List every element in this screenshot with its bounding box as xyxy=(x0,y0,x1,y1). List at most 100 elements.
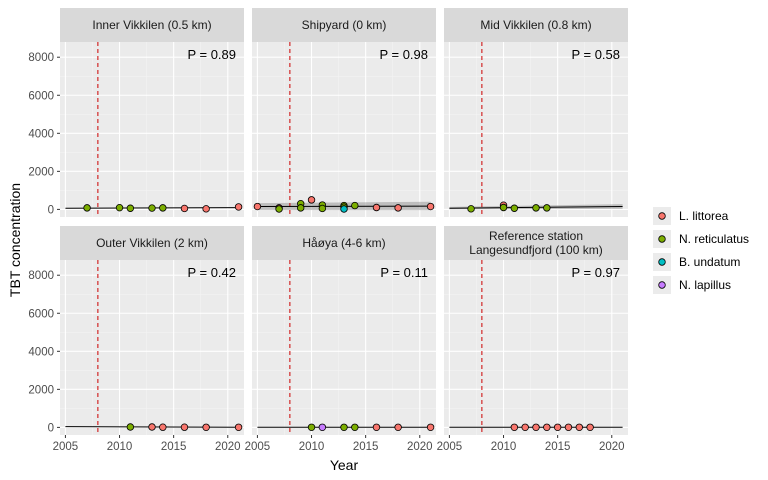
x-tick-label: 2015 xyxy=(353,441,379,453)
legend: L. littorea N. reticulatus B. undatum N. la… xyxy=(651,202,761,298)
data-point xyxy=(253,202,262,211)
data-point xyxy=(510,423,519,431)
legend-label: N. reticulatus xyxy=(679,232,749,246)
y-tick-label: 2000 xyxy=(28,384,54,396)
data-point xyxy=(297,204,305,212)
data-point xyxy=(318,423,327,431)
data-point xyxy=(532,204,540,212)
legend-key xyxy=(658,281,666,289)
panel-background xyxy=(60,42,244,217)
panel-background xyxy=(444,260,628,435)
data-point xyxy=(202,205,210,213)
data-point xyxy=(307,196,316,204)
panel-strip xyxy=(60,226,244,260)
p-value-label: P = 0.11 xyxy=(380,265,428,280)
data-point xyxy=(148,423,156,431)
data-point xyxy=(564,423,573,431)
panel-title: Outer Vikkilen (2 km) xyxy=(96,236,208,250)
data-point xyxy=(394,204,402,212)
data-point xyxy=(234,423,243,431)
p-value-label: P = 0.89 xyxy=(187,47,236,62)
data-point xyxy=(351,201,359,210)
p-value-label: P = 0.58 xyxy=(571,47,620,62)
x-tick-label: 2015 xyxy=(545,441,571,453)
facet-panel: Outer Vikkilen (2 km) P = 0.42 0 2000 4000 60… xyxy=(28,226,244,453)
panel-strip xyxy=(444,226,628,260)
x-tick-label: 2010 xyxy=(107,441,133,453)
p-value-label: P = 0.97 xyxy=(571,265,620,280)
x-tick-label: 2020 xyxy=(599,441,625,453)
data-point xyxy=(426,202,435,211)
data-point xyxy=(318,204,327,213)
facet-panel: Håøya (4-6 km) P = 0.11 2005 2010 2015 2020 xyxy=(245,226,436,453)
y-tick-label: 4000 xyxy=(28,346,54,358)
p-value-label: P = 0.98 xyxy=(379,47,428,62)
data-point xyxy=(521,423,529,431)
data-point xyxy=(575,423,583,431)
panel-strip xyxy=(444,8,628,42)
y-tick-label: 0 xyxy=(48,204,54,216)
x-tick-label: 2005 xyxy=(437,441,463,453)
legend-label: N. lapillus xyxy=(679,278,731,292)
data-point xyxy=(126,423,135,431)
panel-title: Mid Vikkilen (0.8 km) xyxy=(480,18,591,32)
data-point xyxy=(126,204,135,212)
legend-key xyxy=(658,235,666,243)
data-point xyxy=(180,204,189,213)
data-point xyxy=(307,423,316,431)
panel-background xyxy=(252,260,436,435)
y-tick-label: 6000 xyxy=(28,308,54,320)
y-axis-title: TBT concentration xyxy=(7,183,23,297)
panel-title: Shipyard (0 km) xyxy=(302,18,387,32)
data-point xyxy=(394,423,402,431)
panel-strip xyxy=(60,8,244,42)
panel-title: Håøya (4-6 km) xyxy=(302,236,385,250)
data-point xyxy=(426,423,435,431)
legend-key xyxy=(658,212,666,220)
panel-strip xyxy=(252,226,436,260)
y-tick-label: 6000 xyxy=(28,90,54,102)
y-tick-label: 2000 xyxy=(28,166,54,178)
x-axis-title: Year xyxy=(330,457,359,473)
panel-strip xyxy=(252,8,436,42)
x-tick-label: 2005 xyxy=(53,441,79,453)
x-tick-label: 2010 xyxy=(299,441,325,453)
data-point xyxy=(499,203,508,212)
data-point xyxy=(372,203,381,212)
x-tick-label: 2005 xyxy=(245,441,271,453)
facet-panel: Shipyard (0 km) P = 0.98 xyxy=(252,8,436,217)
data-point xyxy=(275,205,283,213)
data-point xyxy=(340,423,348,431)
data-point xyxy=(553,423,562,431)
data-point xyxy=(543,423,551,431)
y-tick-label: 0 xyxy=(48,422,54,434)
data-point xyxy=(83,204,91,212)
data-point xyxy=(180,423,189,431)
data-point xyxy=(159,204,167,212)
legend-key xyxy=(658,258,666,266)
panel-title: Langesundfjord (100 km) xyxy=(469,243,602,257)
facet-panel: Mid Vikkilen (0.8 km) P = 0.58 xyxy=(444,8,628,217)
data-point xyxy=(234,203,243,211)
data-point xyxy=(586,423,594,431)
panel-background xyxy=(252,42,436,217)
facet-panels: Inner Vikkilen (0.5 km) P = 0.89 0 2000 4000… xyxy=(28,8,628,453)
y-tick-label: 8000 xyxy=(28,270,54,282)
p-value-label: P = 0.42 xyxy=(187,265,236,280)
data-point xyxy=(510,204,519,212)
data-point xyxy=(115,203,124,212)
data-point xyxy=(543,204,551,212)
y-tick-label: 4000 xyxy=(28,128,54,140)
x-tick-label: 2010 xyxy=(491,441,517,453)
x-tick-label: 2020 xyxy=(407,441,433,453)
legend-label: L. littorea xyxy=(679,209,729,223)
data-point xyxy=(202,423,210,431)
data-point xyxy=(532,423,540,431)
data-point xyxy=(340,205,348,213)
panel-title: Inner Vikkilen (0.5 km) xyxy=(92,18,211,32)
x-tick-label: 2020 xyxy=(215,441,241,453)
panel-title: Reference station xyxy=(489,229,583,243)
panel-background xyxy=(444,42,628,217)
